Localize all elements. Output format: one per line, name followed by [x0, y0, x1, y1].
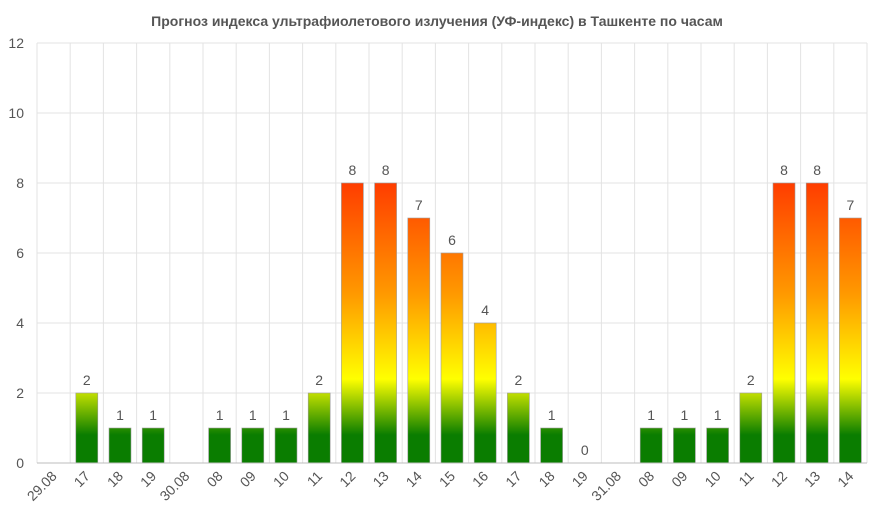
bar — [673, 427, 696, 464]
x-tick-label: 09 — [237, 468, 259, 490]
bar — [706, 427, 729, 464]
data-label: 2 — [315, 372, 323, 388]
x-tick-label: 17 — [502, 468, 524, 490]
bar — [374, 182, 397, 464]
x-tick-label: 18 — [104, 468, 126, 490]
data-label: 1 — [548, 407, 556, 423]
x-tick-label: 14 — [403, 468, 425, 490]
bar — [739, 392, 763, 464]
data-label: 8 — [780, 162, 788, 178]
data-label: 1 — [714, 407, 722, 423]
grid — [36, 42, 868, 463]
data-label: 1 — [116, 407, 124, 423]
x-tick-label: 11 — [735, 468, 757, 490]
data-label: 8 — [349, 162, 357, 178]
x-tick-label: 29.08 — [24, 468, 60, 504]
y-tick-label: 0 — [16, 455, 24, 471]
data-label: 4 — [481, 302, 489, 318]
bar — [241, 427, 265, 464]
data-label: 7 — [847, 197, 855, 213]
bar — [805, 182, 829, 464]
x-tick-label: 19 — [569, 468, 591, 490]
bar — [473, 322, 497, 464]
y-tick-label: 4 — [16, 315, 24, 331]
bar — [208, 427, 231, 464]
bar — [407, 217, 431, 464]
data-label: 0 — [581, 442, 589, 458]
x-tick-label: 12 — [768, 468, 790, 490]
bar — [341, 182, 364, 464]
bar — [274, 427, 298, 464]
x-tick-label: 13 — [801, 468, 823, 490]
bar — [507, 392, 530, 464]
bar — [75, 392, 99, 464]
x-tick-label: 10 — [270, 468, 292, 490]
x-tick-label: 08 — [203, 468, 225, 490]
data-label: 1 — [216, 407, 224, 423]
y-tick-label: 10 — [8, 105, 24, 121]
x-tick-label: 09 — [668, 468, 690, 490]
data-label: 1 — [681, 407, 689, 423]
data-label: 1 — [149, 407, 157, 423]
y-tick-label: 8 — [16, 175, 24, 191]
x-tick-label: 10 — [701, 468, 723, 490]
x-tick-label: 17 — [71, 468, 93, 490]
data-label: 2 — [747, 372, 755, 388]
data-label: 1 — [249, 407, 257, 423]
bar — [639, 427, 663, 464]
data-label: 8 — [813, 162, 821, 178]
y-tick-label: 2 — [16, 385, 24, 401]
bar — [540, 427, 563, 464]
data-label: 2 — [83, 372, 91, 388]
x-tick-label: 08 — [635, 468, 657, 490]
bar — [839, 217, 862, 464]
x-tick-label: 15 — [436, 468, 458, 490]
bar — [307, 392, 331, 464]
data-label: 8 — [382, 162, 390, 178]
data-labels: 2 1 1 1 1 1 2 8 8 7 6 4 2 1 0 1 1 1 2 8 8 7 — [83, 162, 855, 458]
x-tick-label: 31.08 — [588, 468, 624, 504]
bar — [108, 427, 132, 464]
x-tick-label: 18 — [535, 468, 557, 490]
data-label: 1 — [647, 407, 655, 423]
data-label: 7 — [415, 197, 423, 213]
chart-title: Прогноз индекса ультрафиолетового излуче… — [151, 13, 723, 29]
x-tick-label: 13 — [369, 468, 391, 490]
y-tick-label: 12 — [8, 35, 24, 51]
bars — [75, 182, 862, 464]
bar — [772, 182, 796, 464]
x-tick-label: 19 — [137, 468, 159, 490]
data-label: 1 — [282, 407, 290, 423]
x-tick-label: 12 — [336, 468, 358, 490]
x-tick-label: 30.08 — [156, 468, 192, 504]
x-tick-label: 16 — [469, 468, 491, 490]
x-tick-label: 11 — [304, 468, 326, 490]
y-axis-ticks: 0 2 4 6 8 10 12 — [8, 35, 24, 471]
y-tick-label: 6 — [16, 245, 24, 261]
bar — [141, 427, 165, 464]
data-label: 6 — [448, 232, 456, 248]
bar — [440, 252, 464, 464]
x-tick-label: 14 — [834, 468, 856, 490]
data-label: 2 — [515, 372, 523, 388]
